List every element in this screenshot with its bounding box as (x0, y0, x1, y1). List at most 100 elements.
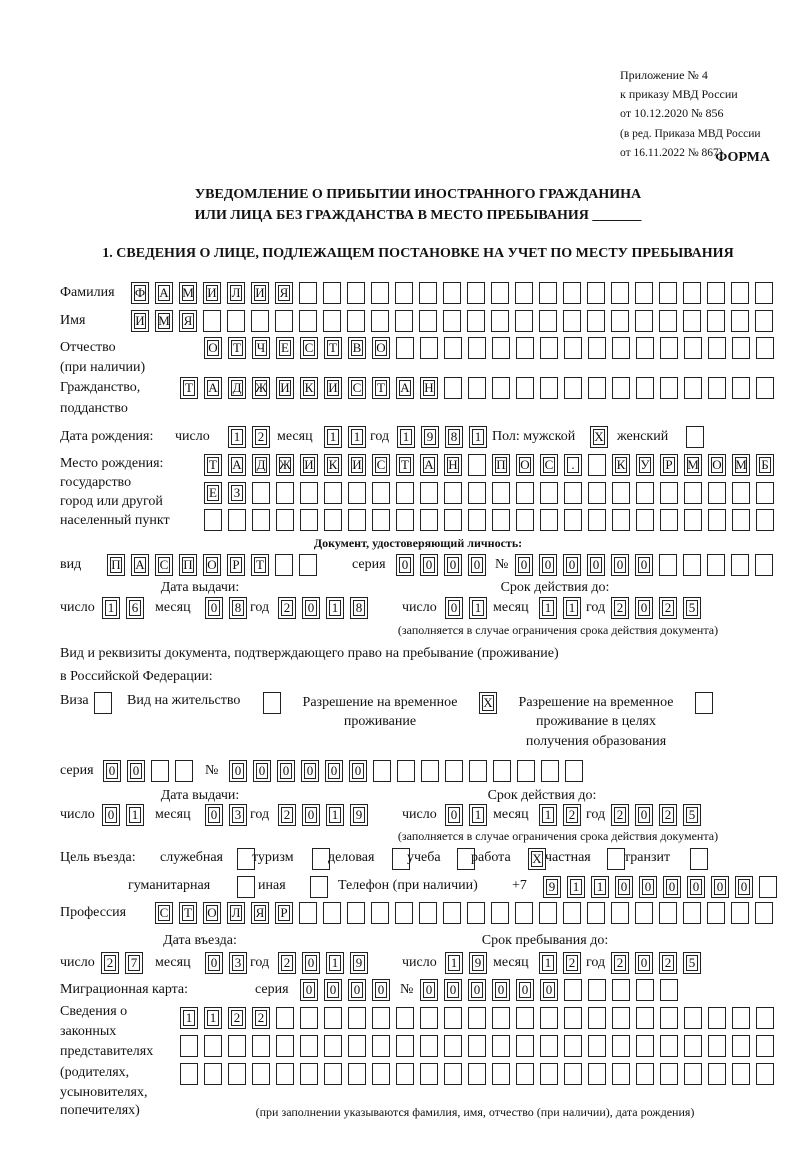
surname-box[interactable] (419, 282, 437, 304)
stay-year-box[interactable]: 0 (635, 952, 653, 974)
birthplace-box[interactable] (252, 509, 270, 531)
representative-box[interactable] (252, 1063, 270, 1085)
birthplace-box[interactable] (396, 482, 414, 504)
representative-box[interactable] (732, 1007, 750, 1029)
profession-box[interactable] (635, 902, 653, 924)
valid-month-box[interactable]: 1 (539, 804, 557, 826)
valid-day-box[interactable]: 0 (445, 804, 463, 826)
birthplace-box[interactable]: . (564, 454, 582, 476)
representative-box[interactable] (492, 1035, 510, 1057)
profession-box[interactable] (419, 902, 437, 924)
patronymic-box[interactable] (708, 337, 726, 359)
valid-year-box[interactable]: 5 (683, 804, 701, 826)
doc-type-box[interactable] (275, 554, 293, 576)
profession-box[interactable] (611, 902, 629, 924)
mc-number-box[interactable] (612, 979, 630, 1001)
birthplace-box[interactable]: И (348, 454, 366, 476)
stay-number-box[interactable]: 0 (349, 760, 367, 782)
mc-series-box[interactable]: 0 (300, 979, 318, 1001)
profession-box[interactable] (659, 902, 677, 924)
mc-number-box[interactable]: 0 (444, 979, 462, 1001)
birthplace-box[interactable] (588, 454, 606, 476)
name-box[interactable] (371, 310, 389, 332)
representative-box[interactable] (228, 1063, 246, 1085)
citizenship-box[interactable]: Н (420, 377, 438, 399)
entry-year-box[interactable]: 0 (302, 952, 320, 974)
stay-series-box[interactable] (175, 760, 193, 782)
surname-box[interactable] (755, 282, 773, 304)
citizenship-box[interactable]: И (324, 377, 342, 399)
doc-number-box[interactable]: 0 (587, 554, 605, 576)
patronymic-box[interactable] (396, 337, 414, 359)
surname-box[interactable] (707, 282, 725, 304)
birthplace-box[interactable] (564, 482, 582, 504)
name-box[interactable] (515, 310, 533, 332)
representative-box[interactable] (660, 1063, 678, 1085)
citizenship-box[interactable] (636, 377, 654, 399)
representative-box[interactable] (588, 1063, 606, 1085)
birthplace-box[interactable] (492, 509, 510, 531)
name-box[interactable]: М (155, 310, 173, 332)
mc-number-box[interactable] (564, 979, 582, 1001)
issue-year-box[interactable]: 0 (302, 804, 320, 826)
doc-number-box[interactable] (755, 554, 773, 576)
patronymic-box[interactable] (564, 337, 582, 359)
valid-year-box[interactable]: 2 (611, 597, 629, 619)
profession-box[interactable]: Я (251, 902, 269, 924)
representative-box[interactable] (468, 1035, 486, 1057)
surname-box[interactable] (491, 282, 509, 304)
profession-box[interactable] (683, 902, 701, 924)
birthplace-box[interactable]: У (636, 454, 654, 476)
birthplace-box[interactable]: К (324, 454, 342, 476)
birthplace-box[interactable]: Р (660, 454, 678, 476)
phone-box[interactable]: 0 (615, 876, 633, 898)
representative-box[interactable] (636, 1007, 654, 1029)
representative-box[interactable] (468, 1063, 486, 1085)
stay-month-box[interactable]: 1 (539, 952, 557, 974)
representative-box[interactable] (324, 1035, 342, 1057)
phone-box[interactable] (759, 876, 777, 898)
doc-number-box[interactable]: 0 (563, 554, 581, 576)
birthplace-box[interactable]: Б (756, 454, 774, 476)
entry-year-box[interactable]: 9 (350, 952, 368, 974)
birthplace-box[interactable] (420, 509, 438, 531)
mc-number-box[interactable]: 0 (420, 979, 438, 1001)
birthplace-box[interactable] (372, 509, 390, 531)
birthplace-box[interactable]: З (228, 482, 246, 504)
doc-number-box[interactable]: 0 (539, 554, 557, 576)
profession-box[interactable]: Т (179, 902, 197, 924)
birthplace-box[interactable]: И (300, 454, 318, 476)
patronymic-box[interactable]: Т (324, 337, 342, 359)
patronymic-box[interactable] (660, 337, 678, 359)
birthplace-box[interactable] (348, 482, 366, 504)
male-box[interactable]: X (590, 426, 608, 448)
stay-number-box[interactable]: 0 (325, 760, 343, 782)
stay-number-box[interactable] (493, 760, 511, 782)
birthplace-box[interactable] (300, 482, 318, 504)
stay-number-box[interactable] (469, 760, 487, 782)
representative-box[interactable] (708, 1063, 726, 1085)
surname-box[interactable] (443, 282, 461, 304)
representative-box[interactable] (660, 1007, 678, 1029)
doc-type-box[interactable]: П (107, 554, 125, 576)
stay-number-box[interactable]: 0 (301, 760, 319, 782)
representative-box[interactable] (372, 1007, 390, 1029)
name-box[interactable] (443, 310, 461, 332)
surname-box[interactable] (611, 282, 629, 304)
profession-box[interactable]: Л (227, 902, 245, 924)
representative-box[interactable] (180, 1035, 198, 1057)
birthplace-box[interactable] (348, 509, 366, 531)
representative-box[interactable] (756, 1035, 774, 1057)
patronymic-box[interactable] (612, 337, 630, 359)
mc-number-box[interactable]: 0 (516, 979, 534, 1001)
name-box[interactable] (299, 310, 317, 332)
representative-box[interactable] (348, 1063, 366, 1085)
patronymic-box[interactable] (516, 337, 534, 359)
citizenship-box[interactable]: Т (372, 377, 390, 399)
name-box[interactable]: Я (179, 310, 197, 332)
entry-month-box[interactable]: 0 (205, 952, 223, 974)
representative-box[interactable] (564, 1063, 582, 1085)
doc-number-box[interactable] (659, 554, 677, 576)
birthplace-box[interactable] (492, 482, 510, 504)
representative-box[interactable] (468, 1007, 486, 1029)
